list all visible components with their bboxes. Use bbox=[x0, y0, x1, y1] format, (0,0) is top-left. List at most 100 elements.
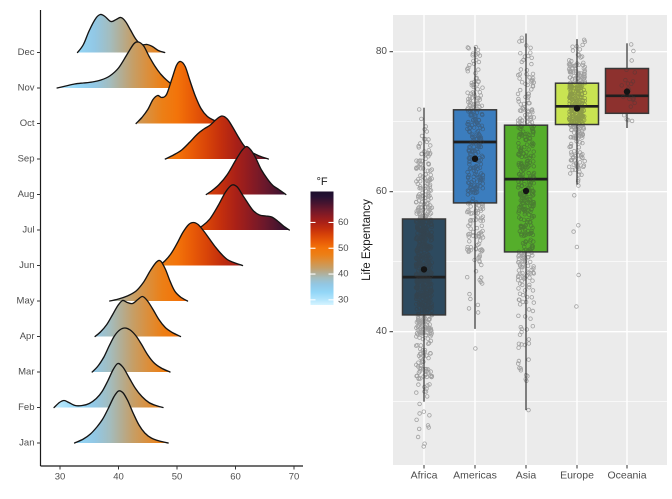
box-oceania bbox=[604, 42, 650, 128]
data-point bbox=[479, 223, 484, 228]
data-point bbox=[527, 282, 532, 288]
data-point bbox=[427, 188, 432, 193]
data-point bbox=[521, 129, 526, 134]
data-point bbox=[467, 94, 473, 99]
data-point bbox=[467, 129, 472, 134]
data-point bbox=[530, 71, 536, 77]
data-point bbox=[569, 127, 574, 133]
data-point bbox=[528, 114, 534, 120]
data-point bbox=[577, 126, 582, 131]
data-point bbox=[465, 66, 470, 72]
month-label: Mar bbox=[18, 367, 34, 378]
data-point bbox=[469, 123, 475, 128]
data-point bbox=[519, 154, 524, 160]
data-point bbox=[426, 253, 431, 258]
data-point bbox=[581, 60, 586, 65]
data-point bbox=[421, 227, 426, 232]
data-point bbox=[427, 232, 432, 237]
data-point bbox=[426, 161, 431, 167]
data-point bbox=[528, 231, 533, 236]
data-point bbox=[571, 73, 577, 79]
data-point bbox=[522, 211, 527, 217]
ridge-outline bbox=[135, 60, 223, 125]
data-point bbox=[566, 66, 572, 72]
data-point bbox=[568, 107, 574, 113]
data-point bbox=[471, 178, 476, 183]
data-point bbox=[523, 239, 528, 245]
data-point bbox=[423, 316, 428, 321]
data-point bbox=[426, 325, 431, 331]
data-point bbox=[582, 158, 587, 164]
data-point bbox=[517, 205, 522, 210]
data-point bbox=[573, 161, 579, 166]
data-point bbox=[415, 226, 420, 231]
data-point bbox=[516, 313, 521, 318]
data-point bbox=[421, 313, 426, 318]
data-point bbox=[568, 80, 573, 86]
data-point bbox=[567, 109, 572, 114]
data-point bbox=[422, 305, 427, 311]
data-point bbox=[526, 94, 531, 99]
data-point bbox=[428, 328, 434, 334]
data-point bbox=[466, 306, 472, 311]
data-point bbox=[518, 147, 523, 152]
data-point bbox=[423, 257, 429, 262]
data-point bbox=[473, 141, 478, 146]
data-point bbox=[527, 121, 533, 127]
data-point bbox=[531, 266, 536, 271]
ridge-jul bbox=[193, 184, 290, 231]
data-point bbox=[425, 276, 430, 281]
data-point bbox=[569, 157, 575, 163]
data-point bbox=[516, 171, 522, 177]
data-point bbox=[529, 124, 534, 130]
data-point bbox=[414, 284, 420, 289]
data-point bbox=[578, 88, 583, 93]
data-point bbox=[519, 165, 525, 170]
data-point bbox=[520, 163, 525, 168]
data-point bbox=[418, 249, 423, 255]
data-point bbox=[567, 95, 572, 100]
data-point bbox=[466, 96, 471, 102]
data-point bbox=[568, 158, 574, 163]
data-point bbox=[421, 409, 426, 414]
data-point bbox=[471, 91, 477, 96]
data-point bbox=[569, 127, 574, 132]
data-point bbox=[573, 66, 578, 72]
data-point bbox=[517, 204, 522, 210]
data-point bbox=[569, 58, 574, 64]
data-point bbox=[417, 426, 422, 432]
data-point bbox=[426, 154, 431, 159]
data-point bbox=[426, 283, 432, 288]
data-point bbox=[568, 69, 573, 75]
jitter-points bbox=[465, 44, 486, 351]
data-point bbox=[417, 260, 423, 266]
data-point bbox=[517, 297, 522, 302]
data-point bbox=[520, 265, 525, 270]
data-point bbox=[529, 108, 534, 113]
data-point bbox=[567, 164, 572, 169]
data-point bbox=[416, 332, 421, 337]
ridge-outline bbox=[193, 184, 290, 231]
data-point bbox=[429, 205, 435, 210]
legend-title: °F bbox=[317, 176, 328, 188]
data-point bbox=[473, 114, 478, 119]
data-point bbox=[582, 114, 587, 119]
data-point bbox=[523, 209, 528, 215]
data-point bbox=[420, 331, 425, 336]
data-point bbox=[527, 246, 533, 252]
data-point bbox=[471, 187, 476, 193]
data-point bbox=[479, 171, 484, 176]
data-point bbox=[516, 358, 522, 364]
data-point bbox=[423, 291, 428, 296]
data-point bbox=[518, 148, 523, 153]
data-point bbox=[582, 73, 587, 79]
mean-dot bbox=[573, 105, 581, 112]
data-point bbox=[470, 135, 475, 140]
ridge-jan bbox=[73, 390, 169, 444]
data-point bbox=[468, 107, 473, 112]
data-point bbox=[567, 122, 573, 127]
data-point bbox=[518, 224, 523, 229]
data-point bbox=[569, 103, 574, 109]
data-point bbox=[569, 65, 575, 71]
ridge-fill bbox=[92, 328, 170, 372]
